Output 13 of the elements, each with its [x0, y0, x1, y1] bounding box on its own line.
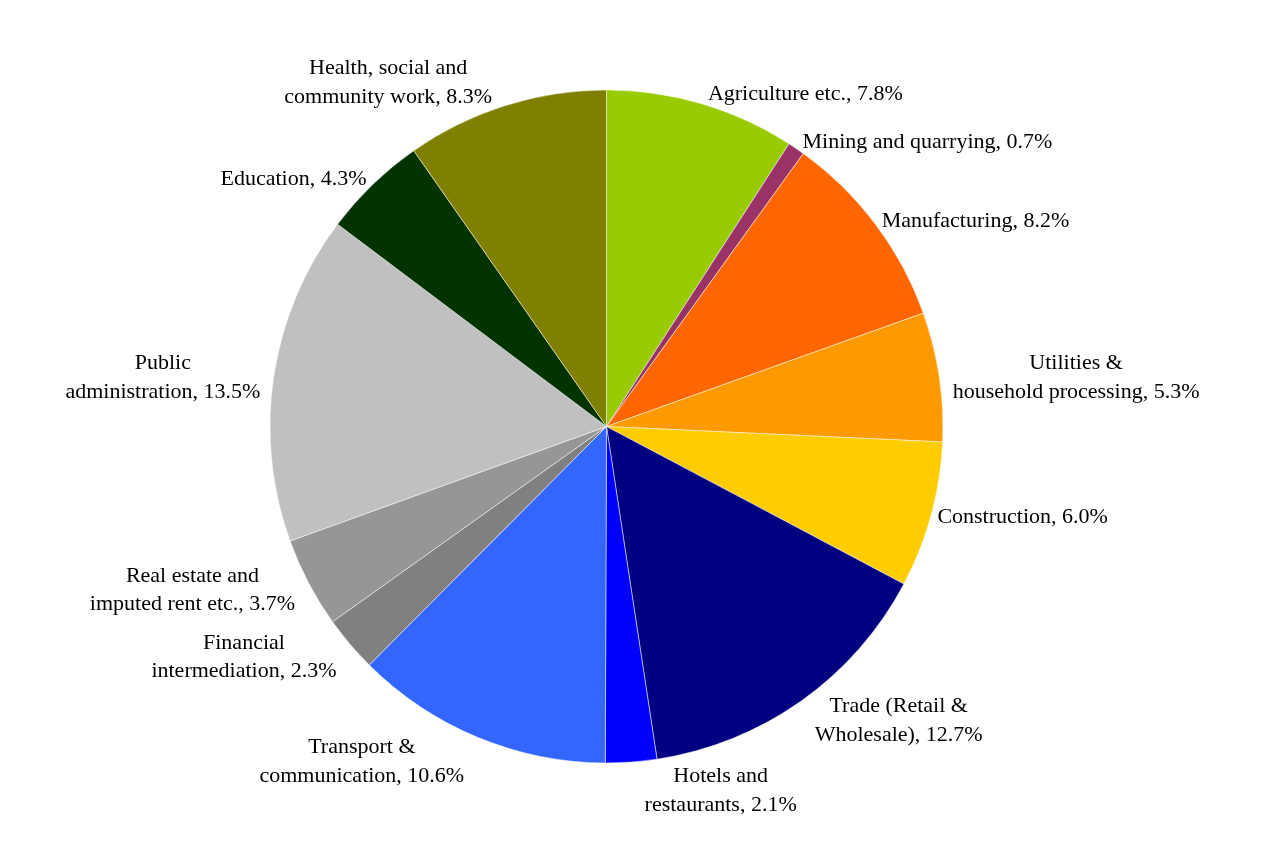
- slice-label: Hotels and restaurants, 2.1%: [644, 761, 797, 816]
- slice-label: Health, social and community work, 8.3%: [284, 54, 493, 108]
- slice-label: Mining and quarrying, 0.7%: [802, 127, 1053, 153]
- slice-label: Construction, 6.0%: [937, 503, 1108, 529]
- slice-label: Education, 4.3%: [220, 165, 367, 191]
- slice-label: Utilities & household processing, 5.3%: [952, 349, 1200, 403]
- slice-label: Trade (Retail & Wholesale), 12.7%: [814, 691, 983, 746]
- slice-label: Agriculture etc., 7.8%: [707, 79, 903, 105]
- slice-label: Public administration, 13.5%: [65, 349, 261, 403]
- slice-label: Financial intermediation, 2.3%: [151, 628, 337, 683]
- slice-label: Transport & communication, 10.6%: [259, 733, 465, 787]
- slice-label: Real estate and imputed rent etc., 3.7%: [89, 561, 296, 616]
- slice-label: Manufacturing, 8.2%: [881, 207, 1070, 233]
